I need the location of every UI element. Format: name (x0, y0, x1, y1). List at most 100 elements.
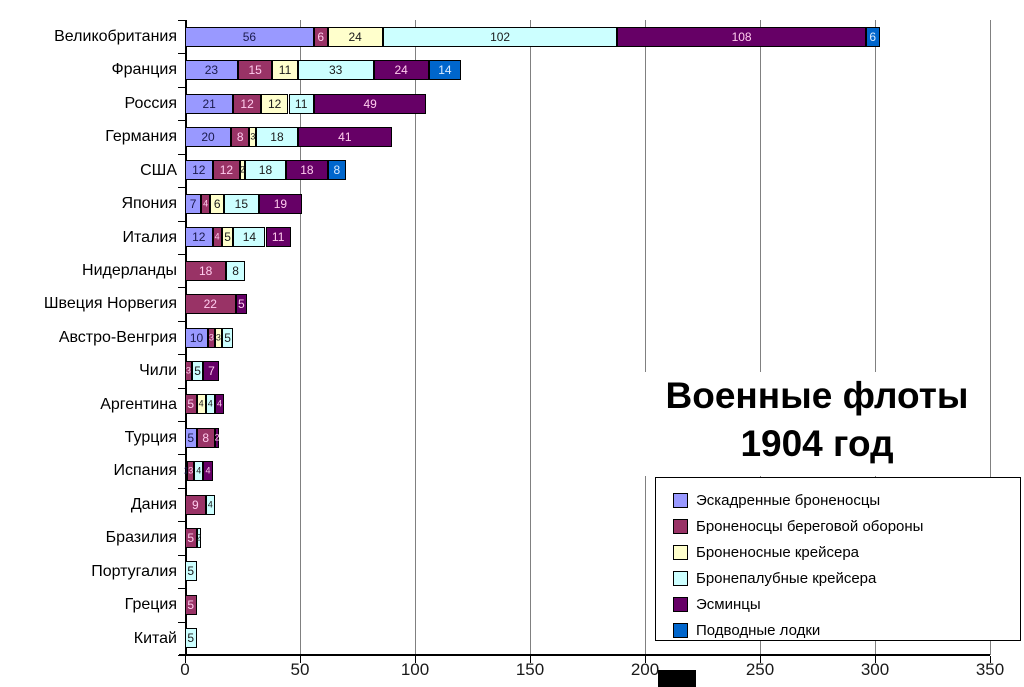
legend-swatch-icon (673, 570, 688, 586)
bar-segment: 11 (265, 227, 291, 248)
x-axis-line (179, 654, 990, 656)
bar-segment-label: 33 (328, 63, 343, 78)
country-label: Франция (111, 61, 177, 79)
axis-tick (178, 421, 185, 423)
bar-segment-label: 2 (214, 432, 220, 443)
x-tick-label: 150 (515, 660, 545, 679)
axis-tick (178, 320, 185, 322)
bar-segment-label: 5 (187, 531, 195, 546)
x-tick-label: 200 (630, 660, 660, 679)
bar-segment-label: 18 (199, 263, 213, 278)
bar-segment: 6 (865, 26, 880, 47)
bar-segment: 9 (185, 494, 206, 515)
bar-segment: 5 (221, 227, 234, 248)
bar-segment-label: 12 (240, 96, 254, 111)
bar-segment: 102 (382, 26, 618, 47)
bar-segment: 49 (313, 93, 427, 114)
axis-tick (178, 655, 185, 656)
bar-segment: 4 (214, 394, 225, 415)
bar-segment: 24 (327, 26, 383, 47)
bar-segment: 6 (313, 26, 328, 47)
country-label: Дания (130, 495, 177, 513)
bar-segment: 18 (185, 260, 227, 281)
bar-segment: 8 (226, 260, 245, 281)
bar-segment: 5 (185, 528, 197, 549)
bar-segment-label: 4 (207, 398, 213, 409)
bar-segment-label: 6 (213, 196, 221, 211)
bar-segment: 14 (233, 227, 266, 248)
axis-tick (875, 656, 876, 663)
bar-segment-label: 9 (192, 497, 199, 512)
axis-tick (178, 454, 185, 456)
bar-segment-label: 5 (187, 631, 195, 646)
bar-segment: 4 (205, 394, 215, 415)
bar-segment: 5 (235, 294, 248, 315)
country-label: Россия (124, 94, 177, 112)
bar-segment-label: 4 (198, 398, 204, 409)
axis-tick (178, 187, 185, 189)
axis-tick (760, 656, 761, 663)
bar-segment-label: 5 (187, 430, 195, 445)
bar-segment: 23 (185, 60, 238, 81)
bar-segment: 12 (233, 93, 261, 114)
bar-segment: 8 (196, 427, 215, 448)
x-tick-label: 300 (860, 660, 890, 679)
bar-segment: 1 (184, 461, 189, 482)
bar-segment: 41 (297, 126, 392, 147)
legend-label: Бронепалубные крейсера (696, 569, 877, 587)
bar-segment: 4 (205, 494, 215, 515)
bar-segment: 4 (212, 227, 222, 248)
axis-tick (178, 86, 185, 88)
bar-segment: 11 (272, 60, 298, 81)
country-label: Аргентина (100, 395, 177, 413)
chart-title: Военные флоты 1904 год (644, 372, 990, 476)
country-label: Япония (121, 195, 177, 213)
bar-segment-label: 3 (188, 465, 194, 476)
legend-item: Эсминцы (673, 591, 1020, 617)
country-label: Великобритания (54, 28, 177, 45)
legend-label: Подводные лодки (696, 621, 821, 639)
bar-segment-label: 6 (869, 29, 877, 44)
bar-segment-label: 41 (338, 129, 352, 144)
bar-segment-label: 19 (273, 196, 288, 211)
bar-segment: 5 (221, 327, 234, 348)
x-tick-label: 50 (290, 660, 310, 679)
bar-segment-label: 24 (348, 29, 362, 44)
bar-segment-label: 4 (214, 231, 220, 242)
bar-segment-label: 108 (731, 29, 752, 44)
bar-segment: 15 (237, 60, 273, 81)
bar-segment-label: 23 (204, 63, 219, 78)
country-label: Нидерланды (82, 261, 177, 279)
bar-segment-label: 14 (438, 63, 452, 78)
bar-segment-label: 4 (216, 398, 222, 409)
bar-segment-label: 12 (192, 230, 206, 245)
axis-tick (178, 487, 185, 489)
bar-segment-label: 8 (232, 263, 239, 278)
bar-segment: 10 (185, 327, 208, 348)
bar-segment-label: 18 (270, 129, 284, 144)
bar-segment: 18 (286, 160, 328, 181)
bar-segment-label: 7 (208, 363, 215, 378)
country-label: Швеция Норвегия (43, 295, 177, 313)
bar-segment: 5 (185, 394, 197, 415)
bar-segment: 5 (185, 628, 197, 649)
bar-segment: 3 (214, 327, 222, 348)
bar-segment-label: 8 (236, 129, 244, 144)
x-tick-label: 0 (180, 660, 190, 679)
x-tick-label: 250 (745, 660, 775, 679)
gridline (530, 20, 531, 655)
axis-tick (178, 588, 185, 590)
country-label: Австро-Венгрия (58, 328, 177, 346)
country-label: Германия (105, 128, 177, 146)
bar-segment: 3 (185, 360, 192, 381)
bar-segment-label: 12 (268, 96, 282, 111)
bar-segment: 15 (224, 193, 259, 214)
bar-segment: 7 (203, 360, 220, 381)
bar-segment-label: 21 (202, 96, 216, 111)
bar-segment-label: 7 (189, 196, 197, 211)
bar-segment-label: 5 (238, 297, 245, 312)
legend-label: Эскадренные броненосцы (696, 491, 881, 509)
bar-segment: 8 (231, 126, 250, 147)
bar-segment-label: 12 (219, 163, 234, 178)
